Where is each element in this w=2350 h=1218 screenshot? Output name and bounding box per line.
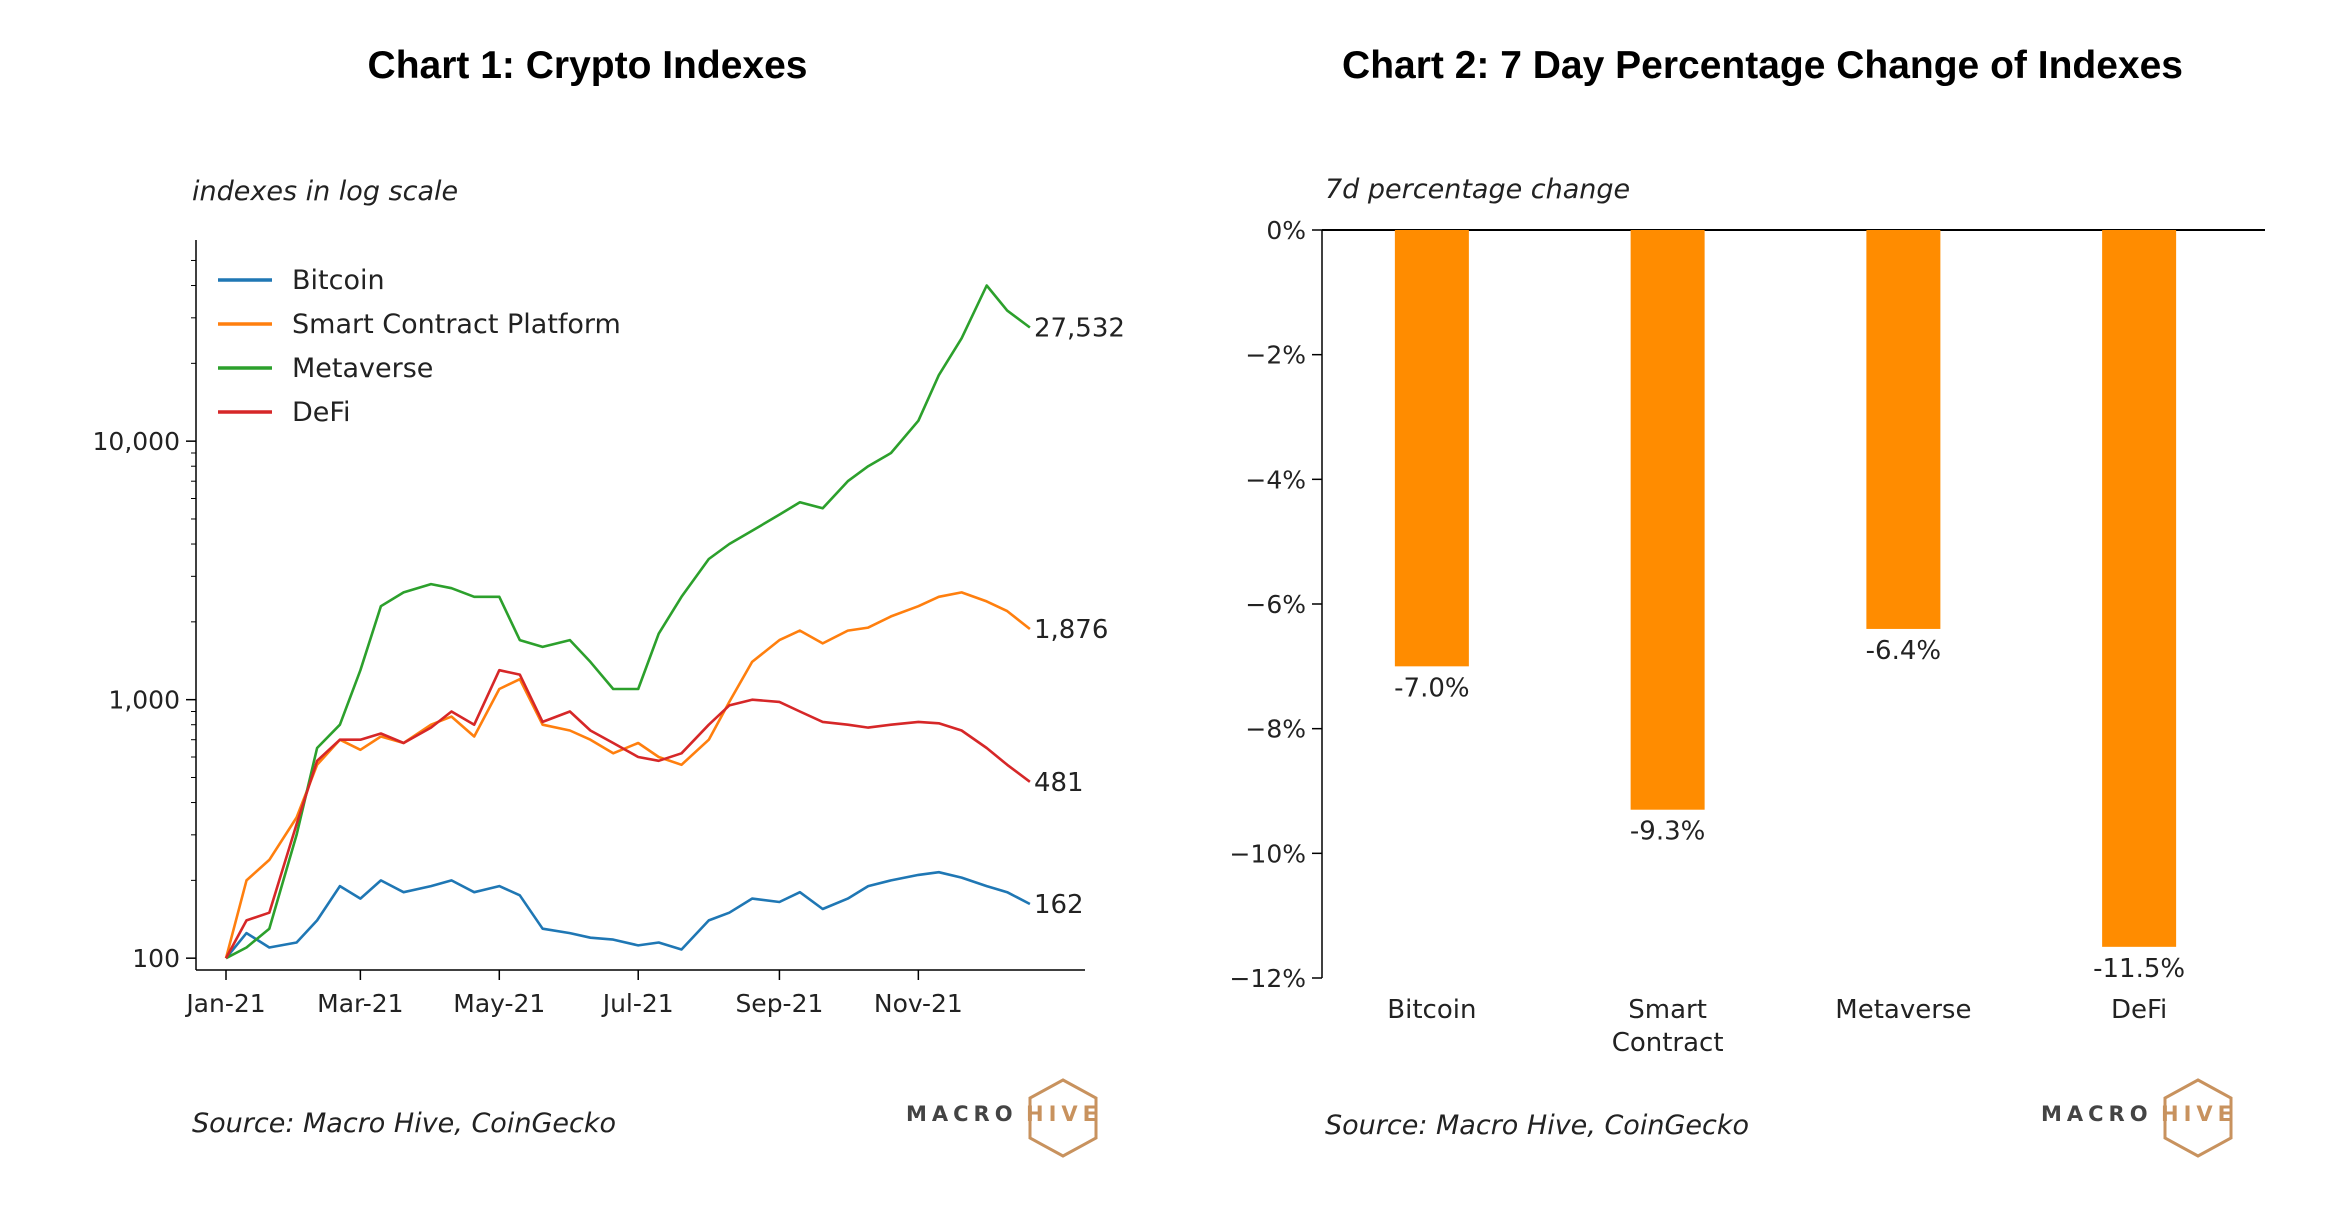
y-tick-label: −12% [1229, 964, 1306, 993]
x-tick-label: May-21 [453, 989, 545, 1018]
bar-metaverse [1866, 230, 1941, 629]
y-tick-label: −10% [1229, 839, 1306, 868]
series-line-bitcoin [224, 870, 1031, 960]
end-label-defi: 481 [1034, 768, 1084, 798]
category-label-line: DeFi [2111, 995, 2167, 1025]
series-line-metaverse [225, 284, 1031, 960]
x-tick-label: Jul-21 [601, 989, 674, 1018]
y-tick-label: −8% [1245, 715, 1306, 744]
legend-label-smart-contract-platform: Smart Contract Platform [292, 309, 621, 340]
series-line-defi [224, 668, 1031, 959]
y-tick-label: −4% [1245, 465, 1306, 494]
category-label-line: Contract [1612, 1028, 1724, 1058]
x-tick-label: Sep-21 [735, 989, 823, 1018]
x-tick-label: Nov-21 [874, 989, 963, 1018]
data-label-metaverse: -6.4% [1866, 636, 1941, 666]
category-label-defi: DeFi [2111, 995, 2167, 1025]
chart-2-title: Chart 2: 7 Day Percentage Change of Inde… [1342, 44, 2183, 87]
chart-1-title: Chart 1: Crypto Indexes [367, 44, 808, 87]
logo-word-hive: HIVE [2161, 1102, 2237, 1126]
end-label-bitcoin: 162 [1034, 890, 1084, 920]
end-label-smart-contract-platform: 1,876 [1034, 615, 1108, 645]
y-tick-label: 10,000 [93, 427, 180, 456]
logo-word-hive: HIVE [1026, 1102, 1102, 1126]
y-tick-label: 0% [1266, 216, 1306, 245]
y-tick-label: 1,000 [108, 686, 180, 715]
legend-label-defi: DeFi [292, 397, 350, 428]
data-label-bitcoin: -7.0% [1394, 673, 1469, 703]
x-tick-label: Jan-21 [184, 989, 265, 1018]
end-label-metaverse: 27,532 [1034, 313, 1125, 343]
series-line-smart-contract-platform [224, 591, 1031, 959]
y-tick-label: −2% [1245, 341, 1306, 370]
bar-defi [2102, 230, 2177, 947]
x-tick-label: Mar-21 [317, 989, 403, 1018]
data-label-smart-contract: -9.3% [1630, 817, 1705, 847]
category-label-line: Smart [1628, 995, 1707, 1025]
category-label-metaverse: Metaverse [1835, 995, 1971, 1025]
bar-smart-contract [1630, 230, 1705, 810]
chart-2-source: Source: Macro Hive, CoinGecko [1325, 1110, 1749, 1141]
legend-label-metaverse: Metaverse [292, 353, 433, 384]
chart-2-panel: Chart 2: 7 Day Percentage Change of Inde… [1175, 0, 2350, 1218]
category-label-bitcoin: Bitcoin [1387, 995, 1476, 1025]
data-label-defi: -11.5% [2093, 954, 2185, 984]
chart-2-subtitle: 7d percentage change [1325, 174, 1631, 205]
y-tick-label: −6% [1245, 590, 1306, 619]
y-tick-label: 100 [132, 944, 180, 973]
macrohive-logo: MACRO HIVE [900, 1064, 1120, 1174]
bar-bitcoin [1394, 230, 1469, 667]
hexagon-icon [2163, 1078, 2233, 1158]
chart-1-source: Source: Macro Hive, CoinGecko [192, 1108, 616, 1139]
chart-1-panel: Chart 1: Crypto Indexes indexes in log s… [93, 44, 1125, 1174]
chart-1-subtitle: indexes in log scale [192, 176, 459, 207]
hexagon-icon [1028, 1078, 1098, 1158]
category-label-smart-contract: Smart Contract [1612, 995, 1724, 1058]
line-chart: 100 1,000 10,000 Jan-21 Mar-21 May-21 Jul-21 Se… [93, 240, 1125, 1018]
macrohive-logo: MACRO HIVE [2035, 1064, 2255, 1174]
category-label-line: Metaverse [1835, 995, 1971, 1025]
logo-word-macro: MACRO [906, 1102, 1018, 1126]
bar-chart: 0% −2% −4% −6% −8% −10% −12% -7.0% Bitcoin -9.3% S… [1229, 216, 2265, 1058]
logo-word-macro: MACRO [2041, 1102, 2153, 1126]
legend-label-bitcoin: Bitcoin [292, 265, 385, 296]
category-label-line: Bitcoin [1387, 995, 1476, 1025]
